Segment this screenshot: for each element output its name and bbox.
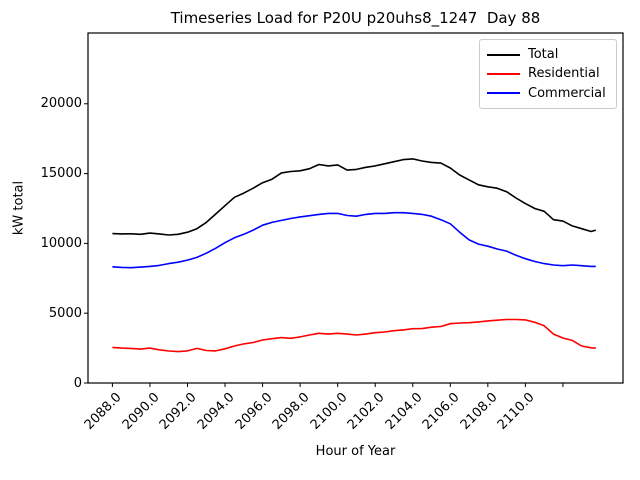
axes-frame: [87, 32, 624, 384]
series-line-commercial: [112, 211, 596, 269]
y-tick-label: 0: [73, 375, 82, 391]
legend-row-commercial: Commercial: [487, 84, 609, 103]
legend-line-swatch: [487, 92, 520, 95]
chart-title: Timeseries Load for P20U p20uhs8_1247 Da…: [170, 9, 541, 27]
y-tick-label: 15000: [40, 166, 82, 182]
legend-row-total: Total: [487, 45, 609, 64]
y-axis-label: kW total: [11, 180, 27, 236]
legend-label: Total: [528, 47, 559, 63]
legend-line-swatch: [487, 72, 520, 75]
y-tick-label: 5000: [48, 305, 82, 321]
legend-row-residential: Residential: [487, 64, 609, 83]
x-axis-label: Hour of Year: [315, 444, 396, 459]
legend-label: Commercial: [528, 85, 606, 101]
y-tick-label: 10000: [40, 235, 82, 251]
y-tick-label: 20000: [40, 96, 82, 112]
series-line-total: [112, 158, 597, 236]
legend: Total Residential Commercial: [479, 39, 617, 109]
legend-label: Residential: [528, 66, 600, 82]
series-line-residential: [112, 318, 596, 353]
legend-line-swatch: [487, 53, 520, 56]
